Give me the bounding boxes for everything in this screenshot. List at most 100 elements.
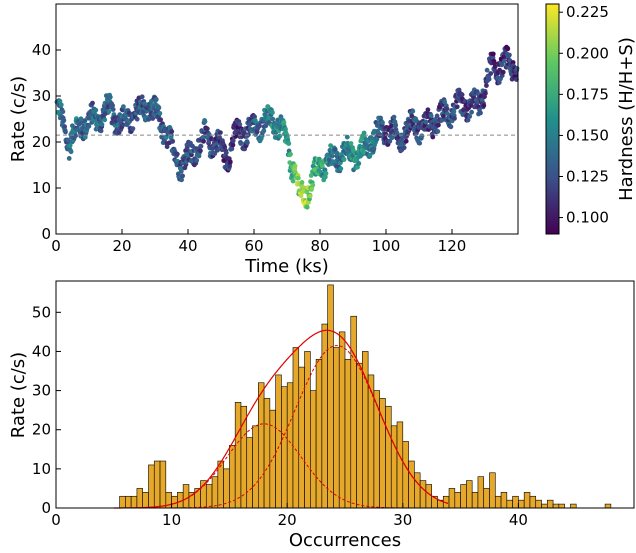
histogram-xtick-label: 40 <box>509 511 528 529</box>
light-curve-point <box>459 92 465 98</box>
histogram-bar <box>535 499 542 509</box>
histogram-ticks: 0 10 20 30 40 0 10 20 30 40 50 <box>32 303 528 529</box>
light-curve-point <box>374 136 380 142</box>
histogram-bar <box>257 382 265 509</box>
light-curve-point <box>295 175 301 181</box>
light-curve-point <box>156 105 162 111</box>
histogram-bar <box>125 495 132 509</box>
histogram-xtick-label: 20 <box>278 511 297 529</box>
light-curve-point <box>322 174 328 180</box>
light-curve-point <box>180 173 186 179</box>
histogram-bar <box>570 503 577 509</box>
light-curve-panel: 0 20 40 60 80 100 120 0 10 20 30 40 Time (ks) Rate … <box>8 3 520 277</box>
light-curve-point <box>229 146 235 152</box>
histogram-bar <box>119 495 126 509</box>
light-curve-point <box>304 204 310 210</box>
histogram-bar <box>171 495 178 509</box>
light-curve-point <box>478 110 483 116</box>
light-curve-point <box>107 94 113 100</box>
light-curve-point <box>254 129 260 135</box>
histogram-bar <box>205 484 213 509</box>
light-curve-point <box>361 130 367 136</box>
histogram-bar <box>500 492 508 509</box>
light-curve-xtick-label: 0 <box>51 237 61 255</box>
histogram-bar <box>362 351 369 509</box>
light-curve-point <box>98 128 104 134</box>
light-curve-frame <box>55 3 519 235</box>
light-curve-point <box>218 130 223 136</box>
histogram-bar <box>414 472 421 509</box>
light-curve-point <box>505 46 511 52</box>
light-curve-xtick-label: 60 <box>244 237 263 255</box>
light-curve-xtick-label: 20 <box>112 237 131 255</box>
colorbar-label: Hardness (H/H+S) <box>616 37 636 201</box>
histogram-bar <box>130 495 138 509</box>
light-curve-point <box>328 143 333 149</box>
light-curve-point <box>288 151 293 157</box>
histogram-bar <box>460 484 467 509</box>
light-curve-point <box>67 143 73 149</box>
light-curve-point <box>106 109 112 114</box>
histogram-bar <box>159 460 167 509</box>
light-curve-point <box>110 107 116 112</box>
light-curve-point <box>475 99 481 105</box>
histogram-bar <box>489 472 496 509</box>
light-curve-point <box>73 133 79 139</box>
light-curve-point <box>454 104 460 110</box>
light-curve-point <box>238 141 244 147</box>
light-curve-point <box>292 163 298 169</box>
light-curve-point <box>230 138 236 144</box>
histogram-bar <box>408 460 415 509</box>
light-curve-point <box>499 62 505 68</box>
histogram-bar <box>541 503 548 509</box>
light-curve-point <box>286 141 292 146</box>
light-curve-point <box>403 138 409 144</box>
light-curve-point <box>338 166 344 172</box>
light-curve-point <box>356 161 362 166</box>
light-curve-point <box>62 124 67 129</box>
hardness-colorbar: 0.100 0.125 0.150 0.175 0.200 0.225 Hardness … <box>545 3 636 235</box>
light-curve-point <box>287 160 293 166</box>
histogram-bar <box>546 499 554 509</box>
light-curve-point <box>491 60 497 66</box>
colorbar-tick-label: 0.125 <box>566 168 609 186</box>
histogram-bar <box>217 460 224 509</box>
light-curve-point <box>130 126 136 131</box>
histogram-bar <box>263 398 271 509</box>
light-curve-point <box>227 159 233 165</box>
light-curve-point <box>58 102 64 108</box>
light-curve-point <box>164 144 170 150</box>
histogram-bar <box>211 476 219 509</box>
histogram-bar <box>494 495 502 509</box>
histogram-bar <box>466 480 473 509</box>
light-curve-point <box>86 123 92 129</box>
light-curve-point <box>170 138 176 144</box>
light-curve-point <box>204 126 210 132</box>
histogram-ytick-label: 0 <box>41 499 51 517</box>
light-curve-point <box>393 122 399 128</box>
light-curve-point <box>355 164 360 170</box>
histogram-frame <box>55 280 635 509</box>
histogram-panel: 0 10 20 30 40 0 10 20 30 40 50 Occurrences Rate (c… <box>8 280 635 551</box>
histogram-bar <box>471 492 479 509</box>
histogram-xlabel: Occurrences <box>289 530 401 551</box>
histogram-bar <box>292 347 300 509</box>
light-curve-point <box>465 117 471 123</box>
light-curve-point <box>78 116 84 122</box>
light-curve-point <box>66 156 72 161</box>
light-curve-point <box>310 182 316 188</box>
light-curve-point <box>179 177 185 183</box>
histogram-bar <box>333 347 340 509</box>
histogram-bar <box>327 284 334 509</box>
light-curve-xtick-label: 120 <box>438 237 467 255</box>
light-curve-point <box>93 107 99 113</box>
histogram-bar <box>425 484 433 509</box>
histogram-bar <box>315 358 323 509</box>
light-curve-point <box>490 55 496 61</box>
light-curve-point <box>410 108 416 114</box>
light-curve-point <box>63 129 68 135</box>
light-curve-point <box>57 98 63 104</box>
light-curve-ytick-label: 30 <box>32 87 51 105</box>
light-curve-point <box>434 113 440 119</box>
histogram-bar <box>390 425 398 509</box>
